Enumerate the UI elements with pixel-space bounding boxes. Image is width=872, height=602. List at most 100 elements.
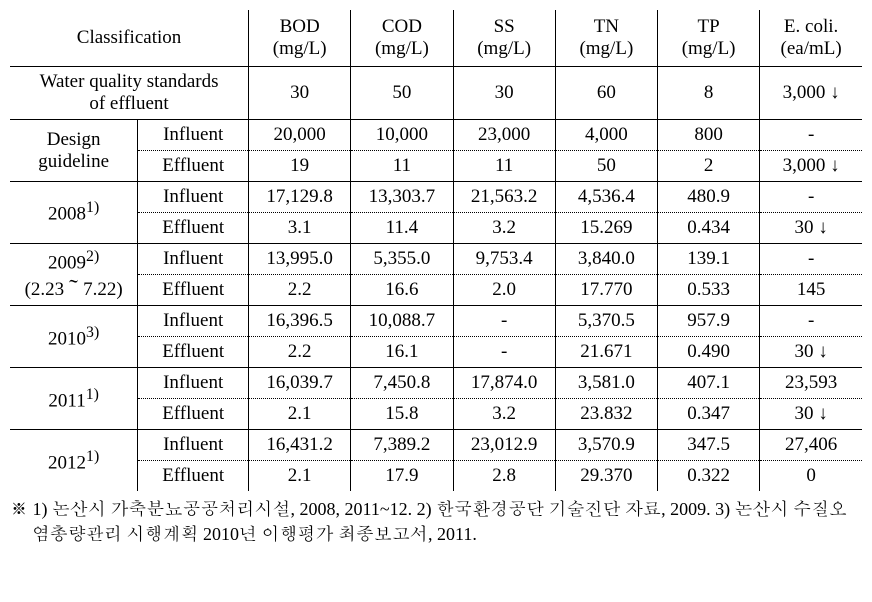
- col-tn-label: TN: [594, 16, 619, 37]
- cell: 139.1: [657, 244, 759, 275]
- group-2011: 20111): [10, 368, 138, 430]
- cell: -: [453, 306, 555, 337]
- row-2009-effluent: Effluent 2.2 16.6 2.0 17.770 0.533 145: [10, 275, 862, 306]
- cell: 3.1: [249, 213, 351, 244]
- group-2010-label: 2010: [48, 328, 86, 349]
- cell: 7,450.8: [351, 368, 453, 399]
- cell: 11.4: [351, 213, 453, 244]
- footnote-prefix: ※: [10, 499, 28, 519]
- cell: 16.6: [351, 275, 453, 306]
- cell: 0.322: [657, 461, 759, 492]
- cell: 5,355.0: [351, 244, 453, 275]
- group-2010-sup: 3): [86, 324, 99, 341]
- row-2011-influent: 20111) Influent 16,039.7 7,450.8 17,874.…: [10, 368, 862, 399]
- row-2008-effluent: Effluent 3.1 11.4 3.2 15.269 0.434 30 ↓: [10, 213, 862, 244]
- cell: 3,000 ↓: [760, 67, 862, 120]
- sublabel-effluent: Effluent: [138, 275, 249, 306]
- cell: 17.9: [351, 461, 453, 492]
- cell: 30 ↓: [760, 213, 862, 244]
- row-2012-influent: 20121) Influent 16,431.2 7,389.2 23,012.…: [10, 430, 862, 461]
- cell: 50: [555, 151, 657, 182]
- footnote-2: 2) 한국환경공단 기술진단 자료, 2009.: [417, 499, 711, 519]
- cell: 3,570.9: [555, 430, 657, 461]
- cell: 23.832: [555, 399, 657, 430]
- cell: 16,039.7: [249, 368, 351, 399]
- cell: 0.434: [657, 213, 759, 244]
- cell: 17.770: [555, 275, 657, 306]
- col-bod-unit: (mg/L): [273, 38, 327, 59]
- cell: 5,370.5: [555, 306, 657, 337]
- group-2009: 20092) (2.23～7.22): [10, 244, 138, 306]
- col-ss-label: SS: [494, 16, 515, 37]
- sublabel-effluent: Effluent: [138, 399, 249, 430]
- row-2010-effluent: Effluent 2.2 16.1 - 21.671 0.490 30 ↓: [10, 337, 862, 368]
- cell: 17,874.0: [453, 368, 555, 399]
- cell: 27,406: [760, 430, 862, 461]
- cell: 16.1: [351, 337, 453, 368]
- col-cod: COD(mg/L): [351, 10, 453, 67]
- cell: 21.671: [555, 337, 657, 368]
- group-2009-subtext: (2.23～7.22): [25, 279, 123, 300]
- cell: 23,593: [760, 368, 862, 399]
- sublabel-effluent: Effluent: [138, 151, 249, 182]
- group-design-l1: Design: [47, 129, 101, 150]
- cell: 15.269: [555, 213, 657, 244]
- cell: 0.490: [657, 337, 759, 368]
- footnote-1: 1) 논산시 가축분뇨공공처리시설, 2008, 2011~12.: [33, 499, 413, 519]
- cell: 7,389.2: [351, 430, 453, 461]
- cell: 2.1: [249, 461, 351, 492]
- cell: 10,000: [351, 120, 453, 151]
- row-2009-influent: 20092) (2.23～7.22) Influent 13,995.0 5,3…: [10, 244, 862, 275]
- group-2009-label: 2009: [48, 252, 86, 273]
- cell: 13,995.0: [249, 244, 351, 275]
- cell: -: [760, 306, 862, 337]
- group-standards-l1: Water quality standards: [40, 71, 219, 92]
- group-standards: Water quality standards of effluent: [10, 67, 249, 120]
- col-tn-unit: (mg/L): [579, 38, 633, 59]
- col-bod: BOD(mg/L): [249, 10, 351, 67]
- cell: 23,012.9: [453, 430, 555, 461]
- row-2012-effluent: Effluent 2.1 17.9 2.8 29.370 0.322 0: [10, 461, 862, 492]
- group-2008: 20081): [10, 182, 138, 244]
- cell: 2.1: [249, 399, 351, 430]
- cell: 3.2: [453, 213, 555, 244]
- cell: 957.9: [657, 306, 759, 337]
- group-2012: 20121): [10, 430, 138, 492]
- group-2009-sup: 2): [86, 248, 99, 265]
- sublabel-influent: Influent: [138, 244, 249, 275]
- cell: 15.8: [351, 399, 453, 430]
- col-cod-unit: (mg/L): [375, 38, 429, 59]
- group-2010: 20103): [10, 306, 138, 368]
- group-2012-label: 2012: [48, 452, 86, 473]
- cell: 8: [657, 67, 759, 120]
- row-2011-effluent: Effluent 2.1 15.8 3.2 23.832 0.347 30 ↓: [10, 399, 862, 430]
- cell: 16,431.2: [249, 430, 351, 461]
- cell: 2.8: [453, 461, 555, 492]
- cell: 2.0: [453, 275, 555, 306]
- cell: -: [760, 182, 862, 213]
- cell: 407.1: [657, 368, 759, 399]
- cell: 2: [657, 151, 759, 182]
- cell: 21,563.2: [453, 182, 555, 213]
- col-ecoli-unit: (ea/mL): [781, 38, 842, 59]
- cell: 30 ↓: [760, 399, 862, 430]
- cell: 0.533: [657, 275, 759, 306]
- cell: 2.2: [249, 275, 351, 306]
- sublabel-effluent: Effluent: [138, 337, 249, 368]
- cell: 60: [555, 67, 657, 120]
- sublabel-influent: Influent: [138, 368, 249, 399]
- cell: 0: [760, 461, 862, 492]
- cell: 13,303.7: [351, 182, 453, 213]
- col-ecoli: E. coli.(ea/mL): [760, 10, 862, 67]
- sublabel-effluent: Effluent: [138, 213, 249, 244]
- cell: 19: [249, 151, 351, 182]
- cell: 3,581.0: [555, 368, 657, 399]
- sublabel-influent: Influent: [138, 120, 249, 151]
- group-2008-label: 2008: [48, 204, 86, 225]
- cell: 800: [657, 120, 759, 151]
- cell: 29.370: [555, 461, 657, 492]
- cell: 30: [249, 67, 351, 120]
- row-2008-influent: 20081) Influent 17,129.8 13,303.7 21,563…: [10, 182, 862, 213]
- cell: 3.2: [453, 399, 555, 430]
- cell: -: [453, 337, 555, 368]
